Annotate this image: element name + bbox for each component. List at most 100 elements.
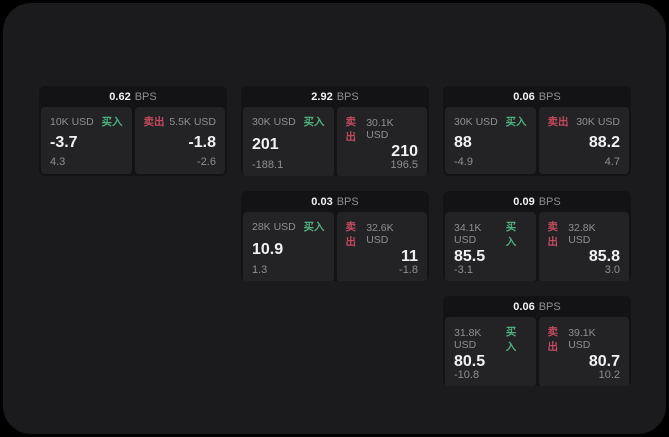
sell-price: 11	[401, 248, 418, 265]
buy-label: 买入	[303, 116, 325, 128]
sell-label: 卖出	[143, 116, 165, 128]
sell-price: 210	[391, 143, 418, 160]
sell-price: -1.8	[188, 134, 216, 151]
card-header: 0.06 BPS	[443, 296, 631, 317]
quote-card: 0.62 BPS 10K USD 买入 -3.7 4.3 卖出 5.5K USD…	[39, 86, 227, 176]
card-body: 28K USD 买入 10.9 1.3 卖出 32.6K USD 11 -1.8	[241, 212, 429, 281]
card-body: 30K USD 买入 88 -4.9 卖出 30K USD 88.2 4.7	[443, 107, 631, 176]
quote-card: 0.09 BPS 34.1K USD 买入 85.5 -3.1 卖出 32.8K…	[443, 191, 631, 281]
buy-label: 买入	[101, 116, 123, 128]
buy-amount: 28K USD	[252, 220, 296, 233]
buy-price: 88	[454, 134, 472, 151]
buy-amount: 30K USD	[454, 115, 498, 128]
buy-change: -3.1	[454, 264, 473, 276]
buy-change: -10.8	[454, 369, 480, 381]
sell-change: 4.7	[604, 156, 620, 168]
quote-cards-grid: 0.62 BPS 10K USD 买入 -3.7 4.3 卖出 5.5K USD…	[39, 86, 631, 386]
buy-panel-top: 30K USD 买入	[454, 114, 527, 129]
sell-label: 卖出	[547, 221, 559, 248]
bps-unit: BPS	[538, 300, 561, 313]
buy-change: 4.3	[50, 156, 66, 168]
bps-unit: BPS	[336, 90, 359, 103]
sell-label: 卖出	[345, 221, 357, 248]
sell-panel[interactable]: 卖出 32.6K USD 11 -1.8	[336, 212, 427, 281]
sell-panel-top: 卖出 5.5K USD	[144, 114, 217, 129]
sell-panel-top: 卖出 30K USD	[548, 114, 621, 129]
sell-panel-top: 卖出 32.6K USD	[346, 219, 419, 249]
buy-panel[interactable]: 34.1K USD 买入 85.5 -3.1	[445, 212, 536, 281]
buy-panel[interactable]: 28K USD 买入 10.9 1.3	[243, 212, 334, 281]
sell-label: 卖出	[547, 326, 559, 353]
card-header: 0.06 BPS	[443, 86, 631, 107]
buy-panel-top: 10K USD 买入	[50, 114, 123, 129]
buy-label: 买入	[303, 221, 325, 233]
sell-panel[interactable]: 卖出 30.1K USD 210 196.5	[336, 107, 427, 176]
sell-panel[interactable]: 卖出 5.5K USD -1.8 -2.6	[134, 107, 225, 174]
sell-price: 80.7	[588, 353, 620, 370]
app-surface: 0.62 BPS 10K USD 买入 -3.7 4.3 卖出 5.5K USD…	[3, 3, 666, 434]
card-header: 0.62 BPS	[39, 86, 227, 107]
buy-panel-top: 30K USD 买入	[252, 114, 325, 129]
quote-card: 0.06 BPS 30K USD 买入 88 -4.9 卖出 30K USD 8…	[443, 86, 631, 176]
bps-unit: BPS	[538, 90, 561, 103]
buy-price: 85.5	[454, 248, 486, 265]
card-body: 10K USD 买入 -3.7 4.3 卖出 5.5K USD -1.8 -2.…	[39, 107, 227, 176]
buy-amount: 30K USD	[252, 115, 296, 128]
sell-change: 10.2	[598, 369, 620, 381]
buy-price: -3.7	[50, 134, 78, 151]
sell-amount: 5.5K USD	[169, 115, 216, 128]
buy-panel[interactable]: 30K USD 买入 88 -4.9	[445, 107, 536, 174]
sell-panel[interactable]: 卖出 30K USD 88.2 4.7	[538, 107, 629, 174]
buy-price: 80.5	[454, 353, 486, 370]
card-header: 0.03 BPS	[241, 191, 429, 212]
sell-change: 3.0	[604, 264, 620, 276]
buy-change: -188.1	[252, 159, 284, 171]
buy-panel[interactable]: 10K USD 买入 -3.7 4.3	[41, 107, 132, 174]
bps-unit: BPS	[134, 90, 157, 103]
buy-panel-top: 28K USD 买入	[252, 219, 325, 234]
bps-value: 0.06	[513, 300, 535, 313]
buy-panel[interactable]: 31.8K USD 买入 80.5 -10.8	[445, 317, 536, 386]
bps-value: 0.06	[513, 90, 535, 103]
sell-panel-top: 卖出 39.1K USD	[548, 324, 621, 354]
quote-card: 2.92 BPS 30K USD 买入 201 -188.1 卖出 30.1K …	[241, 86, 429, 176]
bps-unit: BPS	[336, 195, 359, 208]
sell-label: 卖出	[345, 116, 357, 143]
sell-amount: 32.8K USD	[568, 222, 596, 246]
bps-value: 0.62	[109, 90, 131, 103]
sell-amount: 30K USD	[576, 115, 620, 128]
buy-price: 201	[252, 135, 279, 153]
buy-panel-top: 31.8K USD 买入	[454, 324, 527, 354]
card-body: 31.8K USD 买入 80.5 -10.8 卖出 39.1K USD 80.…	[443, 317, 631, 386]
buy-label: 买入	[505, 221, 517, 248]
buy-panel[interactable]: 30K USD 买入 201 -188.1	[243, 107, 334, 176]
sell-label: 卖出	[547, 116, 569, 128]
quote-card: 0.06 BPS 31.8K USD 买入 80.5 -10.8 卖出 39.1…	[443, 296, 631, 386]
sell-panel[interactable]: 卖出 32.8K USD 85.8 3.0	[538, 212, 629, 281]
sell-price: 88.2	[588, 134, 620, 151]
sell-amount: 30.1K USD	[366, 117, 394, 141]
sell-change: 196.5	[390, 159, 418, 171]
bps-value: 2.92	[311, 90, 333, 103]
sell-change: -1.8	[399, 264, 418, 276]
buy-amount: 31.8K USD	[454, 327, 482, 351]
sell-amount: 39.1K USD	[568, 327, 596, 351]
sell-panel[interactable]: 卖出 39.1K USD 80.7 10.2	[538, 317, 629, 386]
buy-label: 买入	[505, 326, 517, 353]
bps-unit: BPS	[538, 195, 561, 208]
buy-panel-top: 34.1K USD 买入	[454, 219, 527, 249]
card-header: 2.92 BPS	[241, 86, 429, 107]
card-body: 34.1K USD 买入 85.5 -3.1 卖出 32.8K USD 85.8…	[443, 212, 631, 281]
buy-label: 买入	[505, 116, 527, 128]
sell-amount: 32.6K USD	[366, 222, 394, 246]
buy-amount: 10K USD	[50, 115, 94, 128]
sell-panel-top: 卖出 30.1K USD	[346, 114, 419, 144]
bps-value: 0.03	[311, 195, 333, 208]
buy-amount: 34.1K USD	[454, 222, 482, 246]
quote-card: 0.03 BPS 28K USD 买入 10.9 1.3 卖出 32.6K US…	[241, 191, 429, 281]
sell-price: 85.8	[588, 248, 620, 265]
sell-panel-top: 卖出 32.8K USD	[548, 219, 621, 249]
buy-change: 1.3	[252, 264, 268, 276]
card-body: 30K USD 买入 201 -188.1 卖出 30.1K USD 210 1…	[241, 107, 429, 176]
bps-value: 0.09	[513, 195, 535, 208]
